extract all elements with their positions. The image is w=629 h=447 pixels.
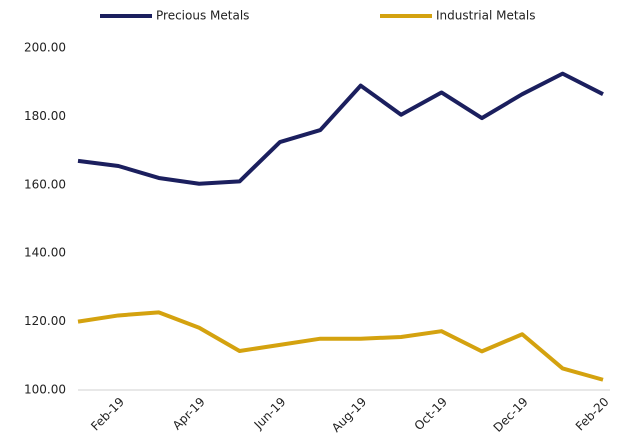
x-tick-label: Feb-19 bbox=[88, 395, 127, 434]
x-tick-label: Feb-20 bbox=[573, 395, 612, 434]
y-tick-label: 160.00 bbox=[24, 177, 66, 191]
x-tick-label: Jun-19 bbox=[251, 395, 289, 433]
x-tick-label: Oct-19 bbox=[412, 395, 450, 433]
y-tick-label: 100.00 bbox=[24, 383, 66, 397]
x-tick-label: Dec-19 bbox=[491, 395, 531, 435]
y-tick-label: 120.00 bbox=[24, 314, 66, 328]
legend-label: Precious Metals bbox=[156, 9, 249, 23]
y-tick-label: 140.00 bbox=[24, 246, 66, 260]
legend-label: Industrial Metals bbox=[436, 9, 535, 23]
x-tick-label: Aug-19 bbox=[329, 395, 369, 435]
y-tick-label: 200.00 bbox=[24, 41, 66, 55]
series-line bbox=[77, 71, 604, 186]
y-tick-label: 180.00 bbox=[24, 109, 66, 123]
series-line bbox=[77, 310, 604, 382]
x-tick-label: Apr-19 bbox=[170, 395, 208, 433]
